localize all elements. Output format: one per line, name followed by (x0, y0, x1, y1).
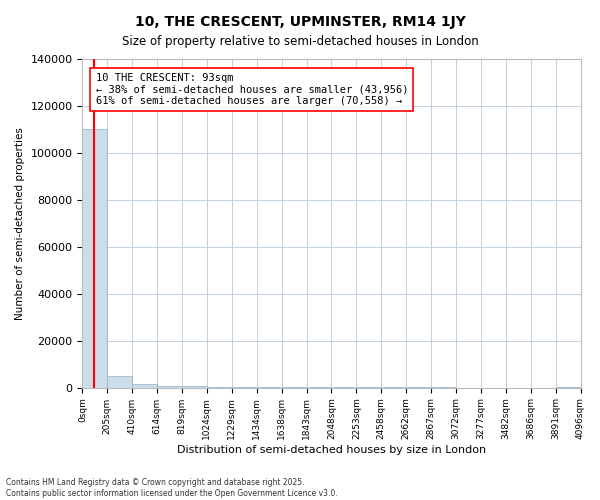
Bar (157, 386, 182, 388)
Bar (232, 387, 257, 388)
Bar (107, 376, 132, 388)
Y-axis label: Number of semi-detached properties: Number of semi-detached properties (15, 127, 25, 320)
Bar (132, 384, 157, 388)
Bar (257, 387, 281, 388)
Bar (182, 386, 207, 388)
Text: Size of property relative to semi-detached houses in London: Size of property relative to semi-detach… (122, 35, 478, 48)
Bar (207, 386, 232, 388)
Text: 10, THE CRESCENT, UPMINSTER, RM14 1JY: 10, THE CRESCENT, UPMINSTER, RM14 1JY (134, 15, 466, 29)
Text: Contains HM Land Registry data © Crown copyright and database right 2025.
Contai: Contains HM Land Registry data © Crown c… (6, 478, 338, 498)
Text: 10 THE CRESCENT: 93sqm
← 38% of semi-detached houses are smaller (43,956)
61% of: 10 THE CRESCENT: 93sqm ← 38% of semi-det… (95, 73, 408, 106)
X-axis label: Distribution of semi-detached houses by size in London: Distribution of semi-detached houses by … (177, 445, 486, 455)
Bar (82, 130, 107, 388)
